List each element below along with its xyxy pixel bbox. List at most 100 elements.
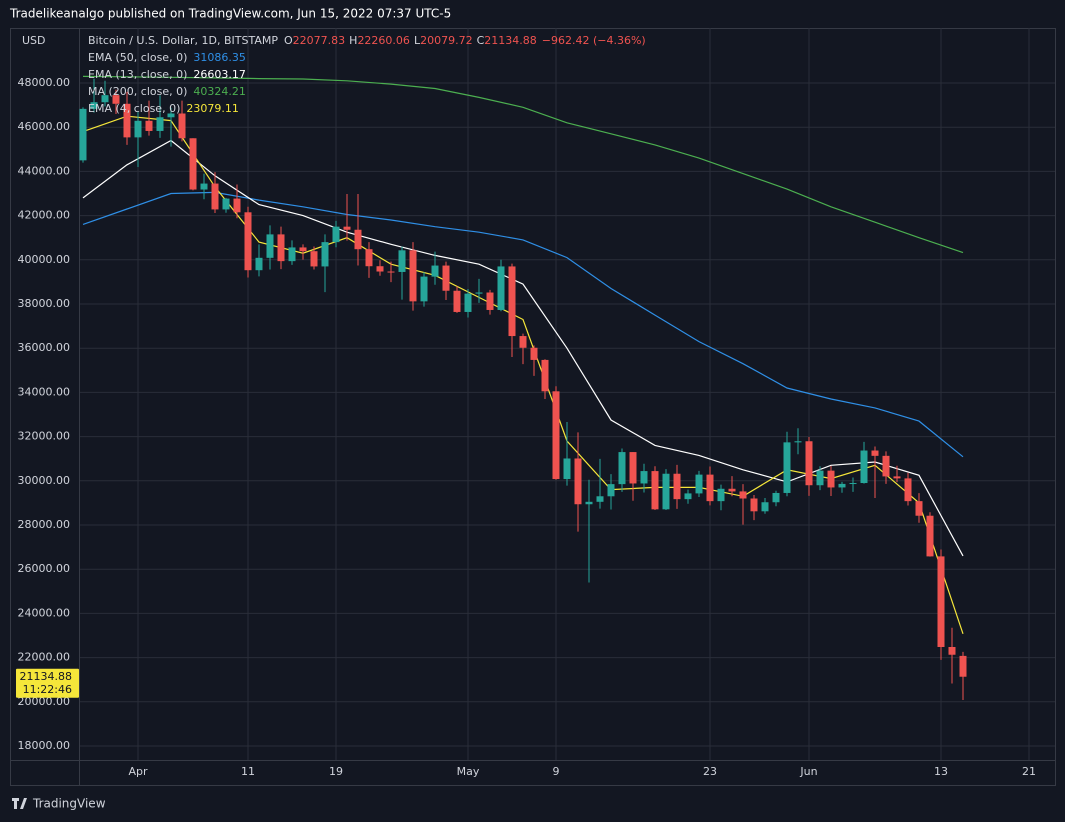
- candle-body: [959, 655, 967, 677]
- candle-body: [266, 234, 274, 258]
- candle-body: [871, 450, 879, 456]
- candle-body: [255, 257, 263, 271]
- candle-body: [827, 470, 835, 488]
- candle-body: [519, 336, 527, 348]
- x-tick-label: Jun: [799, 765, 817, 778]
- indicator-line: [82, 191, 964, 458]
- candle-body: [761, 502, 769, 512]
- candle-body: [739, 491, 747, 499]
- ohlc-label: H: [349, 34, 357, 47]
- x-tick-label: 19: [329, 765, 343, 778]
- candle-body: [695, 474, 703, 494]
- candle-body: [816, 470, 824, 486]
- indicator-line: [82, 115, 964, 634]
- y-tick-label: 32000.00: [18, 430, 71, 443]
- legend-name: MA (200, close, 0): [88, 85, 187, 98]
- candle-body: [904, 478, 912, 502]
- candle-body: [618, 452, 626, 485]
- legend-row: EMA (13, close, 0) 26603.17: [88, 68, 246, 81]
- legend-value: 40324.21: [193, 85, 246, 98]
- candle-body: [849, 483, 857, 485]
- candle-body: [244, 212, 252, 271]
- publisher: Tradelikeanalgo published on TradingView…: [9, 7, 451, 21]
- x-tick-label: 13: [934, 765, 948, 778]
- x-tick-label: May: [457, 765, 480, 778]
- candle-body: [420, 276, 428, 302]
- y-tick-label: 20000.00: [18, 695, 71, 708]
- candle-body: [596, 496, 604, 502]
- x-tick-label: 11: [241, 765, 255, 778]
- y-tick-label: 28000.00: [18, 518, 71, 531]
- candle-body: [200, 183, 208, 190]
- candle-body: [475, 292, 483, 294]
- candle-body: [772, 492, 780, 503]
- candle-body: [651, 471, 659, 510]
- candle-body: [948, 647, 956, 655]
- legend: Bitcoin / U.S. Dollar, 1D, BITSTAMP O2207…: [88, 34, 646, 115]
- legend-row: MA (200, close, 0) 40324.21: [88, 85, 246, 98]
- legend-value: 26603.17: [193, 68, 246, 81]
- y-tick-label: 26000.00: [18, 562, 71, 575]
- y-tick-label: 22000.00: [18, 651, 71, 664]
- candle-body: [607, 484, 615, 497]
- change: −962.42 (−4.36%): [542, 34, 646, 47]
- candle-body: [123, 103, 131, 138]
- candle-body: [431, 265, 439, 277]
- candle-body: [365, 249, 373, 267]
- candle-body: [222, 198, 230, 210]
- candle-body: [101, 95, 109, 103]
- candle-body: [926, 515, 934, 557]
- candle-body: [706, 474, 714, 502]
- candle-body: [453, 290, 461, 312]
- candle-body: [574, 458, 582, 505]
- candle-body: [277, 234, 285, 262]
- x-tick-label: 9: [553, 765, 560, 778]
- indicator-line: [82, 75, 964, 254]
- y-tick-label: 46000.00: [18, 120, 71, 133]
- legend-title: Bitcoin / U.S. Dollar, 1D, BITSTAMP: [88, 34, 278, 47]
- ohlc-value: 20079.72: [420, 34, 473, 47]
- y-tick-label: 38000.00: [18, 297, 71, 310]
- last-price: 21134.88: [20, 670, 73, 683]
- legend-name: EMA (50, close, 0): [88, 51, 187, 64]
- candle-body: [662, 473, 670, 510]
- y-tick-label: 30000.00: [18, 474, 71, 487]
- y-tick-label: 18000.00: [18, 739, 71, 752]
- legend-value: 31086.35: [193, 51, 246, 64]
- axes: 18000.00 20000.00 22000.00 24000.00 26000.00…: [16, 76, 1036, 778]
- candle-body: [134, 120, 142, 138]
- candle-body: [838, 483, 846, 488]
- ohlc-label: O: [284, 34, 293, 47]
- candle-body: [640, 471, 648, 484]
- candle-body: [937, 556, 945, 648]
- candle-body: [145, 120, 153, 131]
- legend-value: 23079.11: [186, 102, 239, 115]
- brand-name: TradingView: [32, 797, 106, 811]
- candle-body: [156, 117, 164, 131]
- legend-name: EMA (13, close, 0): [88, 68, 187, 81]
- candle-body: [409, 250, 417, 302]
- candle-body: [563, 458, 571, 480]
- y-tick-label: 34000.00: [18, 385, 71, 398]
- candle-body: [233, 198, 241, 213]
- candle-body: [585, 501, 593, 505]
- ohlc-label: L: [414, 34, 421, 47]
- candle-body: [90, 102, 98, 109]
- y-tick-label: 36000.00: [18, 341, 71, 354]
- candle-body: [332, 226, 340, 243]
- candle-body: [79, 108, 87, 161]
- candle-body: [321, 242, 329, 267]
- candle-body: [497, 266, 505, 310]
- ohlc-value: 22077.83: [293, 34, 346, 47]
- candle-body: [684, 493, 692, 500]
- candle-body: [211, 183, 219, 210]
- candle-body: [805, 441, 813, 486]
- legend-row: EMA (50, close, 0) 31086.35: [88, 51, 246, 64]
- candle-body: [178, 113, 186, 139]
- candle-body: [376, 266, 384, 272]
- candle-body: [783, 442, 791, 493]
- ohlc-value: 21134.88: [484, 34, 537, 47]
- legend-row: EMA (4, close, 0) 23079.11: [88, 102, 239, 115]
- candle-body: [442, 265, 450, 291]
